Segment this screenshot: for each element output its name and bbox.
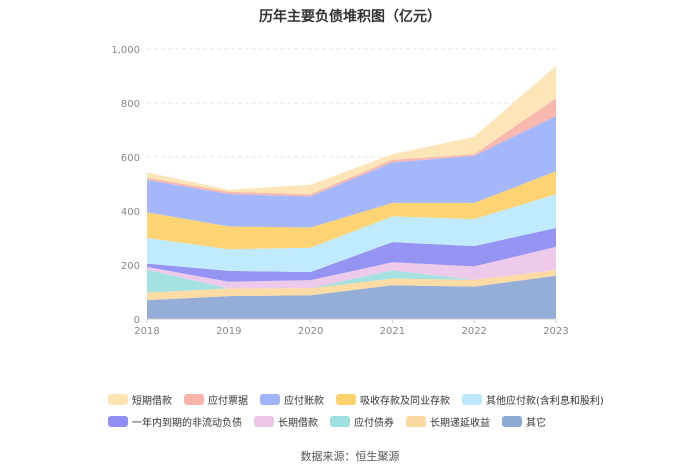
legend-label: 应付账款 [284, 395, 324, 407]
x-tick-label: 2018 [134, 326, 159, 337]
y-tick-label: 0 [134, 315, 140, 326]
x-tick-label: 2020 [298, 326, 323, 337]
chart-legend: 短期借款 应付票据 应付账款 吸收存款及同业存款 其他应付款(含利息和股利) 一年内到期的… [108, 388, 628, 432]
series-area [147, 246, 556, 289]
x-tick-label: 2019 [216, 326, 241, 337]
y-tick-label: 1,000 [111, 45, 140, 56]
x-tick-label: 2023 [543, 326, 568, 337]
series-area [147, 194, 556, 272]
x-tick-label: 2022 [461, 326, 486, 337]
legend-label: 应付票据 [208, 395, 248, 407]
y-tick-label: 800 [121, 99, 140, 110]
series-area [147, 171, 556, 250]
legend-label: 其它 [526, 417, 546, 429]
y-tick-label: 200 [121, 261, 140, 272]
legend-row: 短期借款 应付票据 应付账款 吸收存款及同业存款 其他应付款(含利息和股利) [108, 388, 628, 410]
legend-label: 一年内到期的非流动负债 [132, 417, 242, 429]
legend-swatch [406, 415, 426, 427]
legend-label: 长期借款 [278, 417, 318, 429]
legend-swatch [260, 393, 280, 405]
x-tick-label: 2021 [380, 326, 405, 337]
y-tick-label: 600 [121, 153, 140, 164]
legend-swatch [184, 393, 204, 405]
legend-label: 短期借款 [132, 395, 172, 407]
legend-item[interactable]: 长期递延收益 [406, 414, 490, 429]
legend-swatch [108, 415, 128, 427]
series-area [147, 228, 556, 282]
legend-item[interactable]: 短期借款 [108, 392, 172, 407]
legend-label: 其他应付款(含利息和股利) [486, 395, 604, 407]
legend-swatch [254, 415, 274, 427]
series-area [147, 98, 556, 197]
series-area [147, 269, 556, 301]
legend-label: 吸收存款及同业存款 [360, 395, 450, 407]
legend-swatch [462, 393, 482, 405]
data-source-note: 数据来源：恒生聚源 [300, 450, 400, 463]
legend-item[interactable]: 应付账款 [260, 392, 324, 407]
legend-item[interactable]: 吸收存款及同业存款 [336, 392, 450, 407]
legend-swatch [108, 393, 128, 405]
legend-label: 应付债券 [354, 417, 394, 429]
legend-swatch [502, 415, 522, 427]
legend-swatch [330, 415, 350, 427]
series-area [147, 275, 556, 319]
series-area [147, 66, 556, 195]
legend-item[interactable]: 长期借款 [254, 414, 318, 429]
legend-row: 一年内到期的非流动负债 长期借款 应付债券 长期递延收益 其它 [108, 410, 628, 432]
legend-label: 长期递延收益 [430, 417, 490, 429]
legend-item[interactable]: 其它 [502, 414, 546, 429]
legend-item[interactable]: 其他应付款(含利息和股利) [462, 392, 604, 407]
series-area [147, 116, 556, 228]
chart-title: 历年主要负债堆积图（亿元） [259, 9, 441, 25]
legend-item[interactable]: 应付票据 [184, 392, 248, 407]
legend-item[interactable]: 一年内到期的非流动负债 [108, 414, 242, 429]
legend-swatch [336, 393, 356, 405]
legend-item[interactable]: 应付债券 [330, 414, 394, 429]
y-tick-label: 400 [121, 207, 140, 218]
series-area [147, 269, 556, 293]
